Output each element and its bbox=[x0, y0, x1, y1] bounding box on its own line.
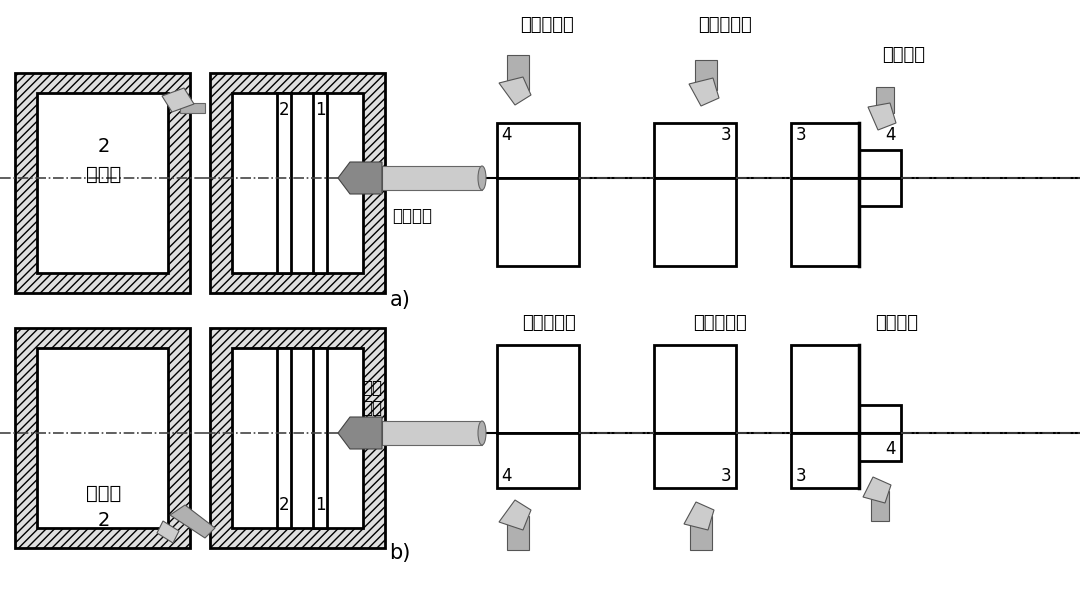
Text: 镗孔刀: 镗孔刀 bbox=[86, 483, 122, 502]
Polygon shape bbox=[696, 60, 717, 90]
Bar bbox=[791, 433, 859, 488]
Text: 2: 2 bbox=[98, 511, 110, 531]
Text: 外圆左偏刀: 外圆左偏刀 bbox=[698, 16, 752, 34]
Polygon shape bbox=[870, 491, 889, 521]
Bar bbox=[791, 123, 859, 178]
Bar bbox=[859, 433, 901, 461]
Bar bbox=[654, 345, 735, 433]
Polygon shape bbox=[507, 55, 529, 90]
Polygon shape bbox=[868, 103, 896, 130]
Bar bbox=[654, 433, 735, 488]
Text: 外圆右偏刀: 外圆右偏刀 bbox=[522, 314, 576, 332]
Polygon shape bbox=[338, 162, 382, 194]
Text: 2: 2 bbox=[279, 101, 289, 119]
Polygon shape bbox=[170, 505, 215, 538]
Text: 外圆右偏刀: 外圆右偏刀 bbox=[521, 16, 573, 34]
Bar bbox=[497, 123, 579, 178]
Bar bbox=[37, 348, 168, 528]
Text: 4: 4 bbox=[502, 467, 512, 485]
Text: 镗孔刀: 镗孔刀 bbox=[86, 165, 122, 184]
Text: 内沟: 内沟 bbox=[362, 379, 382, 397]
Polygon shape bbox=[507, 516, 529, 550]
Bar bbox=[37, 93, 168, 273]
Polygon shape bbox=[157, 521, 179, 543]
Text: 外沟槽刀: 外沟槽刀 bbox=[882, 46, 926, 64]
Bar bbox=[497, 433, 579, 488]
Bar bbox=[232, 93, 363, 273]
Polygon shape bbox=[863, 477, 891, 503]
Bar bbox=[654, 123, 735, 178]
Bar bbox=[276, 93, 291, 273]
Polygon shape bbox=[499, 500, 531, 530]
Bar bbox=[15, 73, 190, 293]
Text: 3: 3 bbox=[720, 467, 731, 485]
Bar bbox=[791, 178, 859, 266]
Bar bbox=[859, 405, 901, 433]
FancyArrow shape bbox=[180, 103, 205, 113]
Bar bbox=[859, 150, 901, 178]
Polygon shape bbox=[684, 502, 714, 530]
Text: 1: 1 bbox=[314, 496, 325, 514]
Text: 4: 4 bbox=[502, 126, 512, 144]
Text: 2: 2 bbox=[98, 137, 110, 156]
Polygon shape bbox=[338, 417, 382, 449]
Text: 1: 1 bbox=[314, 101, 325, 119]
Polygon shape bbox=[162, 88, 194, 112]
Text: 槽刀: 槽刀 bbox=[362, 399, 382, 417]
Text: 2: 2 bbox=[279, 496, 289, 514]
Text: 内沟槽刀: 内沟槽刀 bbox=[392, 207, 432, 225]
Ellipse shape bbox=[478, 166, 486, 190]
Bar bbox=[210, 328, 384, 548]
Text: b): b) bbox=[389, 543, 410, 563]
Polygon shape bbox=[876, 87, 894, 113]
Bar bbox=[15, 328, 190, 548]
Text: 3: 3 bbox=[796, 126, 807, 144]
Polygon shape bbox=[689, 78, 719, 106]
Bar bbox=[232, 348, 363, 528]
Text: 4: 4 bbox=[886, 126, 896, 144]
Bar bbox=[654, 178, 735, 266]
Bar bbox=[497, 345, 579, 433]
Text: 3: 3 bbox=[720, 126, 731, 144]
Bar bbox=[276, 348, 291, 528]
Bar bbox=[497, 178, 579, 266]
Bar bbox=[313, 348, 327, 528]
Text: 外圆左偏刀: 外圆左偏刀 bbox=[693, 314, 747, 332]
Text: 外沟槽刀: 外沟槽刀 bbox=[876, 314, 918, 332]
Bar bbox=[382, 166, 482, 190]
Text: 3: 3 bbox=[796, 467, 807, 485]
Text: 4: 4 bbox=[886, 440, 896, 458]
Bar bbox=[210, 73, 384, 293]
Ellipse shape bbox=[478, 421, 486, 445]
Polygon shape bbox=[499, 77, 531, 105]
Bar bbox=[382, 421, 482, 445]
Polygon shape bbox=[690, 516, 712, 550]
Bar bbox=[313, 93, 327, 273]
Bar bbox=[791, 345, 859, 433]
Text: a): a) bbox=[390, 290, 410, 310]
Bar bbox=[859, 178, 901, 206]
